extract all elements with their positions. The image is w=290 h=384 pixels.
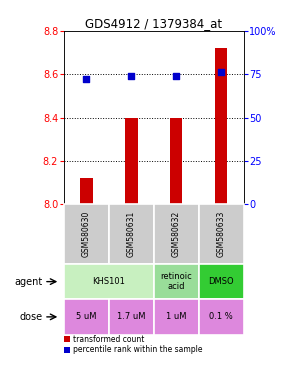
Title: GDS4912 / 1379384_at: GDS4912 / 1379384_at — [85, 17, 222, 30]
Bar — [154, 204, 199, 264]
Text: 0.1 %: 0.1 % — [209, 312, 233, 321]
Text: 1 uM: 1 uM — [166, 312, 186, 321]
Bar — [64, 204, 109, 264]
Bar — [109, 204, 154, 264]
Bar — [215, 48, 227, 204]
Bar — [80, 178, 93, 204]
Legend: transformed count, percentile rank within the sample: transformed count, percentile rank withi… — [64, 334, 203, 354]
Text: GSM580630: GSM580630 — [82, 211, 91, 257]
Point — [129, 73, 134, 79]
Text: agent: agent — [14, 276, 42, 286]
Bar — [64, 299, 109, 334]
Text: GSM580631: GSM580631 — [127, 211, 136, 257]
Point — [174, 73, 179, 79]
Text: retinoic
acid: retinoic acid — [160, 272, 192, 291]
Text: GSM580632: GSM580632 — [172, 211, 181, 257]
Text: GSM580633: GSM580633 — [217, 211, 226, 257]
Text: 1.7 uM: 1.7 uM — [117, 312, 146, 321]
Bar — [199, 299, 244, 334]
Bar — [199, 264, 244, 299]
Bar — [125, 118, 137, 204]
Bar — [170, 118, 182, 204]
Bar — [199, 204, 244, 264]
Bar — [109, 299, 154, 334]
Point — [219, 69, 224, 75]
Point — [84, 76, 89, 83]
Text: 5 uM: 5 uM — [76, 312, 97, 321]
Bar — [154, 299, 199, 334]
Text: dose: dose — [19, 312, 42, 322]
Bar — [154, 264, 199, 299]
Text: DMSO: DMSO — [208, 277, 234, 286]
Bar — [64, 264, 154, 299]
Text: KHS101: KHS101 — [92, 277, 125, 286]
